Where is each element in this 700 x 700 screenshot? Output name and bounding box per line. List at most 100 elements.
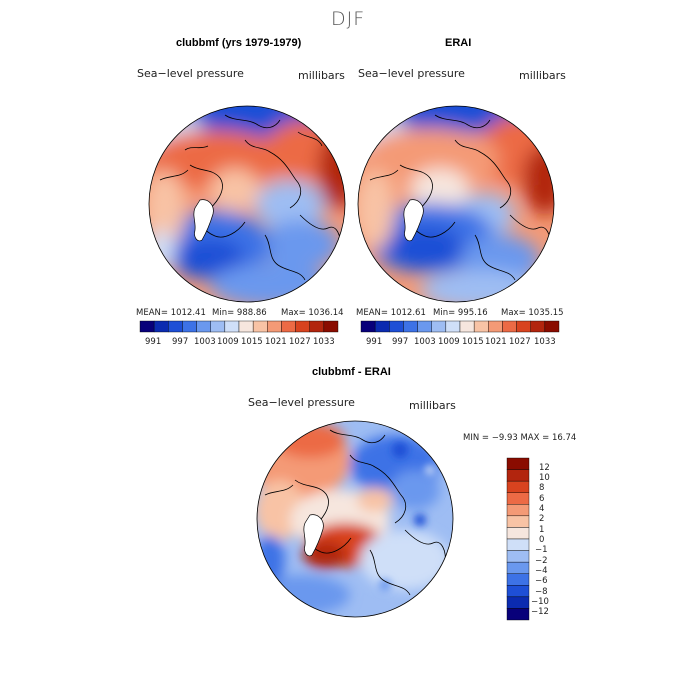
cbar-tick-model-7: 1033: [313, 337, 335, 347]
colorbar-diff: [506, 457, 530, 621]
colorbar-obs-swatch-2: [389, 320, 404, 333]
colorbar-model-swatch-3: [182, 320, 197, 333]
colorbar-obs-swatch-0: [360, 320, 376, 333]
units-label-diff: millibars: [409, 399, 456, 412]
cbar-tick-obs-2: 1003: [414, 337, 436, 347]
map-diff-border: [256, 420, 454, 618]
cbar-tick-diff-12: −8: [535, 587, 548, 597]
units-label-obs: millibars: [519, 69, 566, 82]
colorbar-diff-swatch-4: [506, 504, 530, 517]
figure-title: DJF: [331, 8, 366, 30]
stat-mean-obs: MEAN= 1012.61: [356, 308, 426, 318]
panel-title-obs: ERAI: [445, 37, 472, 49]
field-label-model: Sea−level pressure: [137, 67, 244, 80]
cbar-tick-model-2: 1003: [194, 337, 216, 347]
colorbar-model-swatch-13: [323, 320, 339, 333]
cbar-tick-obs-1: 997: [392, 337, 409, 347]
colorbar-diff-swatch-6: [506, 527, 530, 540]
colorbar-obs-swatch-10: [502, 320, 517, 333]
cbar-tick-model-3: 1009: [217, 337, 239, 347]
colorbar-obs-swatch-9: [488, 320, 503, 333]
cbar-tick-diff-6: 1: [539, 525, 545, 535]
colorbar-obs-swatch-4: [417, 320, 432, 333]
cbar-tick-diff-0: 12: [539, 463, 550, 473]
colorbar-obs-swatch-7: [459, 320, 475, 333]
cbar-tick-diff-4: 4: [539, 504, 545, 514]
colorbar-obs: [360, 320, 560, 333]
colorbar-diff-swatch-11: [506, 585, 530, 598]
colorbar-model-swatch-7: [238, 320, 254, 333]
colorbar-model-swatch-10: [281, 320, 296, 333]
colorbar-diff-swatch-2: [506, 480, 530, 493]
colorbar-diff-swatch-10: [506, 573, 530, 586]
stat-min-model: Min= 988.86: [212, 308, 267, 318]
colorbar-diff-swatch-9: [506, 561, 530, 574]
colorbar-model-swatch-11: [295, 320, 310, 333]
cbar-tick-diff-11: −6: [535, 576, 548, 586]
colorbar-obs-swatch-13: [544, 320, 560, 333]
colorbar-model-swatch-6: [224, 320, 240, 333]
colorbar-model-swatch-5: [210, 320, 226, 333]
cbar-tick-diff-3: 6: [539, 494, 545, 504]
map-diff: [257, 421, 453, 617]
cbar-tick-diff-5: 2: [539, 514, 545, 524]
cbar-tick-diff-13: −10: [531, 597, 549, 607]
map-model: [149, 106, 345, 302]
colorbar-model-swatch-1: [153, 320, 169, 333]
colorbar-diff-swatch-7: [506, 538, 530, 551]
colorbar-diff-swatch-12: [506, 596, 530, 609]
colorbar-model-swatch-4: [196, 320, 211, 333]
panel-title-model: clubbmf (yrs 1979-1979): [176, 37, 302, 49]
colorbar-model: [139, 320, 339, 333]
cbar-tick-obs-6: 1027: [509, 337, 531, 347]
field-label-diff: Sea−level pressure: [248, 396, 355, 409]
cbar-tick-diff-7: 0: [539, 535, 545, 545]
colorbar-obs-swatch-11: [516, 320, 531, 333]
cbar-tick-model-5: 1021: [265, 337, 287, 347]
map-obs: [358, 106, 554, 302]
cbar-tick-model-0: 991: [145, 337, 162, 347]
colorbar-diff-swatch-3: [506, 492, 530, 505]
stat-max-model: Max= 1036.14: [281, 308, 344, 318]
colorbar-obs-swatch-12: [530, 320, 546, 333]
cbar-tick-obs-0: 991: [366, 337, 383, 347]
cbar-tick-obs-3: 1009: [438, 337, 460, 347]
colorbar-obs-swatch-8: [473, 320, 489, 333]
colorbar-diff-swatch-0: [506, 457, 530, 470]
field-label-obs: Sea−level pressure: [358, 67, 465, 80]
stat-mean-model: MEAN= 1012.41: [136, 308, 206, 318]
cbar-tick-model-6: 1027: [289, 337, 311, 347]
panel-title-diff: clubbmf - ERAI: [312, 366, 391, 378]
stat-minmax-diff: MIN = −9.93 MAX = 16.74: [463, 433, 577, 443]
colorbar-model-swatch-9: [267, 320, 282, 333]
colorbar-model-swatch-12: [309, 320, 325, 333]
colorbar-diff-swatch-1: [506, 469, 530, 482]
colorbar-obs-swatch-3: [403, 320, 418, 333]
cbar-tick-diff-14: −12: [531, 607, 549, 617]
cbar-tick-diff-9: −2: [535, 556, 548, 566]
map-obs-border: [357, 105, 555, 303]
cbar-tick-diff-8: −1: [535, 545, 548, 555]
colorbar-model-swatch-8: [252, 320, 268, 333]
colorbar-diff-swatch-13: [506, 608, 530, 621]
cbar-tick-diff-2: 8: [539, 483, 545, 493]
cbar-tick-obs-7: 1033: [534, 337, 556, 347]
colorbar-diff-swatch-5: [506, 515, 530, 528]
colorbar-diff-swatch-8: [506, 550, 530, 563]
cbar-tick-diff-1: 10: [539, 473, 550, 483]
cbar-tick-obs-4: 1015: [462, 337, 484, 347]
cbar-tick-diff-10: −4: [535, 566, 548, 576]
units-label-model: millibars: [298, 69, 345, 82]
stat-min-obs: Min= 995.16: [433, 308, 488, 318]
colorbar-obs-swatch-1: [374, 320, 390, 333]
colorbar-model-swatch-0: [139, 320, 155, 333]
colorbar-obs-swatch-5: [431, 320, 447, 333]
map-model-border: [148, 105, 346, 303]
cbar-tick-model-1: 997: [172, 337, 189, 347]
stat-max-obs: Max= 1035.15: [501, 308, 564, 318]
colorbar-model-swatch-2: [168, 320, 183, 333]
colorbar-obs-swatch-6: [445, 320, 461, 333]
cbar-tick-obs-5: 1021: [485, 337, 507, 347]
cbar-tick-model-4: 1015: [241, 337, 263, 347]
